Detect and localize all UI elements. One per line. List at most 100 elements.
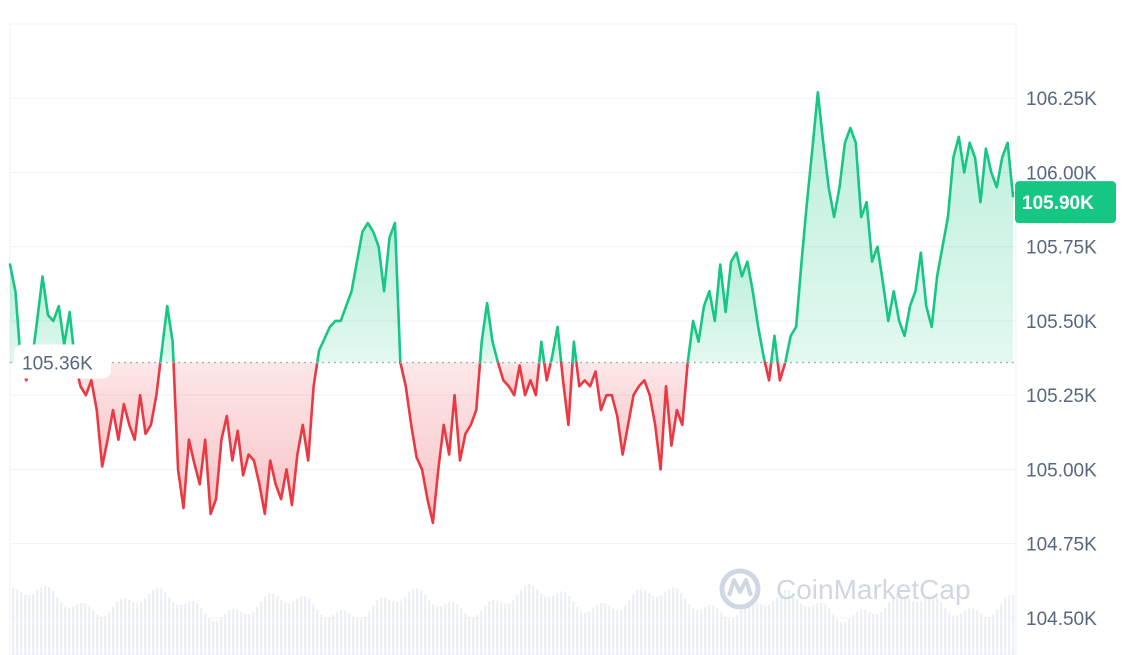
volume-bar — [324, 617, 327, 655]
volume-bar — [584, 612, 587, 655]
volume-bar — [696, 609, 699, 655]
volume-bar — [92, 610, 95, 655]
area-above-reference — [160, 306, 174, 363]
volume-bar — [28, 595, 31, 655]
volume-bar — [408, 592, 411, 655]
volume-bar — [368, 611, 371, 655]
volume-bar — [12, 588, 15, 655]
area-below-reference — [497, 362, 540, 396]
price-line-up — [783, 91, 1015, 364]
volume-bar — [484, 605, 487, 655]
volume-bar — [728, 618, 731, 655]
volume-bar — [736, 614, 739, 655]
volume-bar — [764, 605, 767, 655]
volume-bar — [552, 595, 555, 655]
volume-bar — [784, 589, 787, 655]
volume-bar — [788, 590, 791, 655]
volume-bar — [420, 590, 423, 655]
volume-bar — [760, 604, 763, 655]
volume-bar — [488, 601, 491, 655]
volume-bar — [708, 605, 711, 655]
area-above-reference — [31, 276, 76, 363]
volume-bar — [540, 593, 543, 655]
volume-bar — [672, 587, 675, 655]
volume-bar — [164, 592, 167, 655]
volume-bar — [864, 609, 867, 655]
volume-bar — [364, 616, 367, 655]
volume-bar — [792, 593, 795, 655]
volume-bar — [428, 600, 431, 655]
volume-bar — [676, 588, 679, 655]
volume-bar — [856, 611, 859, 655]
volume-bar — [460, 608, 463, 655]
volume-bar — [948, 612, 951, 655]
volume-bar — [140, 602, 143, 655]
volume-bar — [264, 596, 267, 655]
volume-bar — [68, 607, 71, 655]
volume-bar — [496, 600, 499, 655]
volume-bar — [292, 601, 295, 655]
current-price-label: 105.90K — [1022, 193, 1094, 214]
volume-bar — [612, 608, 615, 655]
volume-bar — [596, 604, 599, 655]
volume-bar — [824, 604, 827, 655]
volume-bar — [332, 614, 335, 655]
volume-bar — [568, 595, 571, 655]
volume-bar — [828, 608, 831, 655]
volume-bar — [156, 587, 159, 655]
volume-bar — [532, 585, 535, 655]
volume-bar — [888, 601, 891, 655]
volume-bar — [912, 601, 915, 655]
volume-bar — [1004, 598, 1007, 655]
volume-bar — [832, 614, 835, 655]
volume-bar — [88, 606, 91, 655]
volume-bar — [756, 602, 759, 655]
volume-bar — [320, 614, 323, 655]
volume-bar — [180, 604, 183, 655]
volume-bar — [972, 608, 975, 655]
volume-bar — [996, 609, 999, 655]
volume-bar — [800, 603, 803, 655]
volume-bar — [56, 596, 59, 655]
volume-bar — [96, 614, 99, 655]
volume-bar — [896, 593, 899, 655]
volume-bar — [592, 608, 595, 655]
volume-bar — [276, 596, 279, 655]
volume-bar — [452, 601, 455, 655]
volume-bar — [148, 594, 151, 655]
volume-bar — [128, 599, 131, 655]
price-line-down — [559, 361, 574, 427]
volume-bar — [440, 605, 443, 655]
volume-bar — [528, 584, 531, 655]
volume-bar — [132, 602, 135, 655]
volume-bar — [144, 598, 147, 655]
volume-bar — [472, 617, 475, 655]
volume-bar — [964, 610, 967, 655]
volume-bar — [892, 596, 895, 655]
volume-bar — [652, 595, 655, 655]
y-tick-label: 105.75K — [1026, 238, 1097, 259]
volume-bar — [548, 596, 551, 655]
price-line-down — [763, 361, 773, 382]
y-tick-label: 104.75K — [1026, 535, 1097, 556]
volume-bar — [192, 601, 195, 655]
reference-line: 105.36K — [10, 344, 1016, 379]
volume-bar — [936, 597, 939, 655]
volume-bar — [388, 599, 391, 655]
volume-bar — [256, 607, 259, 655]
volume-bar — [992, 614, 995, 655]
volume-bar — [160, 588, 163, 655]
volume-bar — [648, 593, 651, 655]
volume-bar — [456, 603, 459, 655]
volume-bar — [808, 606, 811, 655]
volume-bar — [216, 620, 219, 655]
volume-bar — [636, 590, 639, 655]
y-tick-label: 105.50K — [1026, 312, 1097, 333]
volume-bar — [360, 619, 363, 655]
volume-bar — [616, 610, 619, 655]
volume-bar — [200, 607, 203, 655]
volume-bar — [404, 596, 407, 655]
volume-bar — [988, 617, 991, 655]
volume-bar — [172, 601, 175, 655]
